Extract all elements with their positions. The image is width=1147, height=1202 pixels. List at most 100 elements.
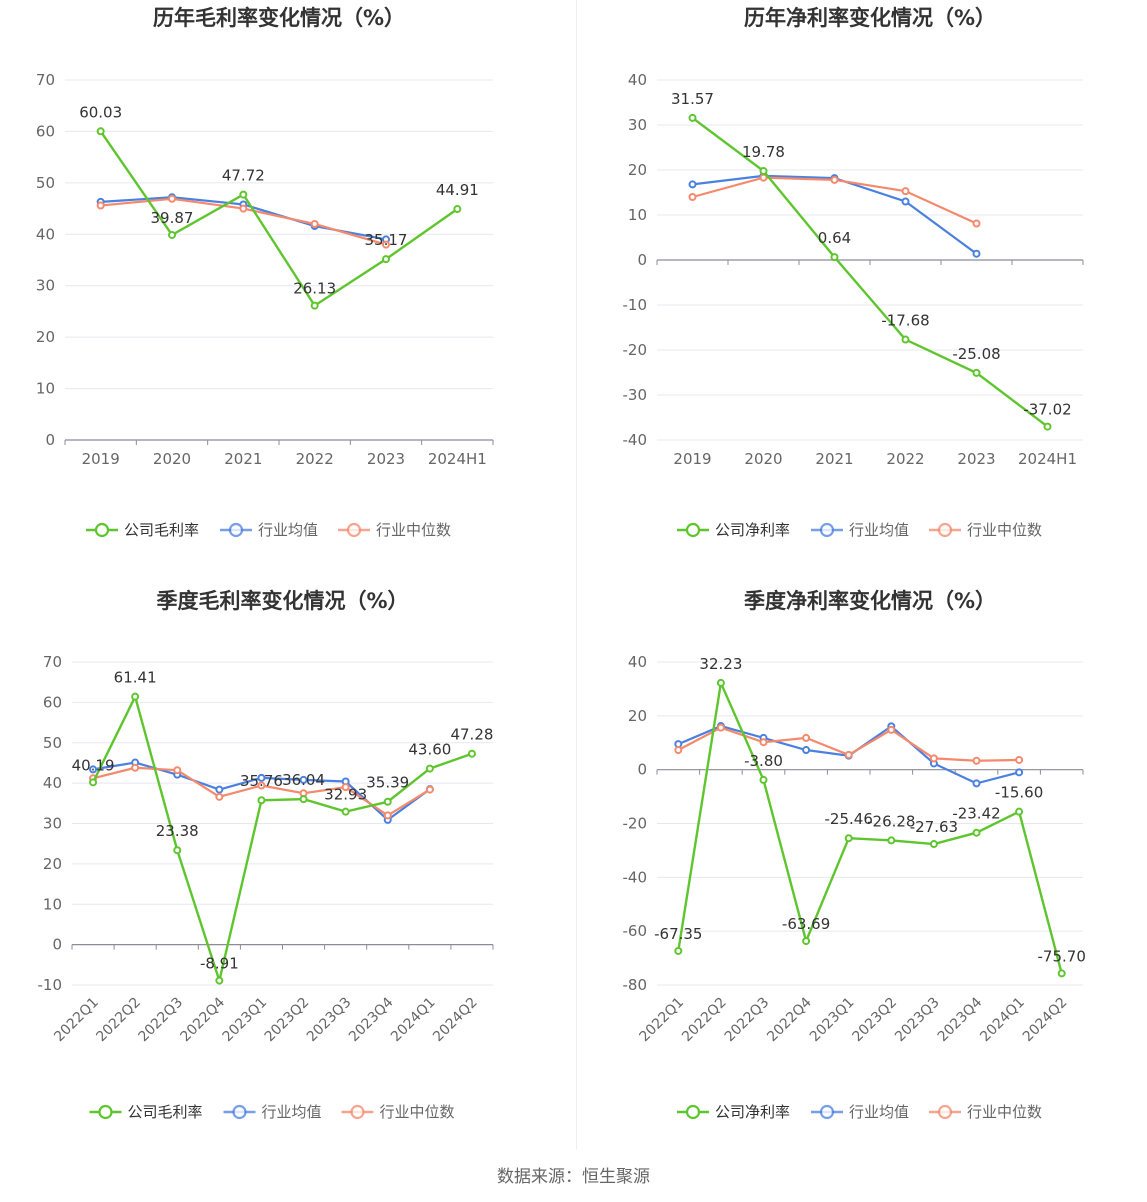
legend-swatch-marker — [94, 522, 110, 538]
x-tick-label: 2022Q3 — [722, 995, 773, 1046]
data-point-industry_avg — [215, 785, 224, 794]
data-point-industry_median — [830, 175, 839, 184]
data-label: 44.91 — [436, 181, 479, 199]
legend-swatch-marker — [346, 522, 362, 538]
series-line-company — [99, 130, 459, 308]
data-point-industry_median — [901, 187, 910, 196]
data-point-industry_median — [1015, 755, 1024, 764]
data-label: 60.03 — [79, 103, 122, 121]
data-label: 32.93 — [324, 786, 367, 804]
x-tick-label: 2024H1 — [1018, 450, 1077, 468]
data-label: -27.63 — [910, 818, 958, 836]
chart-title: 历年净利率变化情况（%） — [744, 6, 996, 30]
y-tick-label: 60 — [36, 122, 55, 140]
legend-label: 行业中位数 — [967, 1103, 1042, 1121]
data-point-company — [759, 775, 768, 784]
data-point-industry_median — [239, 204, 248, 213]
legend-label: 行业均值 — [258, 521, 318, 539]
data-point-industry_avg — [688, 180, 697, 189]
legend-swatch-marker — [819, 1104, 835, 1120]
y-tick-label: 0 — [52, 936, 62, 954]
data-point-company — [382, 255, 390, 264]
x-tick-label: 2023 — [957, 450, 995, 468]
x-tick-label: 2019 — [82, 450, 120, 468]
y-tick-label: 40 — [628, 71, 647, 89]
y-tick-label: -10 — [623, 296, 648, 314]
data-label: -75.70 — [1038, 947, 1086, 965]
y-tick-label: 40 — [36, 225, 55, 243]
data-point-company — [96, 127, 105, 136]
legend-label: 公司毛利率 — [124, 521, 199, 539]
chart-title: 季度毛利率变化情况（%） — [156, 589, 408, 613]
x-tick-label: 2022Q4 — [764, 994, 815, 1045]
data-point-industry_median — [425, 785, 434, 794]
data-label: 26.13 — [293, 280, 336, 298]
legend-label: 公司净利率 — [715, 521, 790, 539]
data-point-company — [972, 368, 981, 377]
legend-swatch-marker — [937, 522, 953, 538]
x-tick-label: 2022 — [886, 450, 924, 468]
y-tick-label: -20 — [623, 341, 648, 359]
data-point-company — [383, 797, 392, 806]
y-tick-label: 0 — [45, 431, 55, 449]
x-tick-label: 2023Q1 — [807, 995, 858, 1046]
data-point-industry_median — [802, 733, 811, 742]
series-line-industry_median — [692, 176, 977, 225]
legend-label: 行业均值 — [262, 1103, 322, 1121]
x-tick-label: 2022Q4 — [178, 994, 229, 1045]
data-point-company — [716, 678, 725, 687]
data-point-company — [1015, 807, 1024, 816]
x-tick-label: 2024Q1 — [388, 995, 439, 1046]
data-point-company — [802, 937, 811, 946]
y-tick-label: 50 — [43, 734, 62, 752]
y-tick-label: 0 — [637, 251, 647, 269]
data-label: -17.68 — [881, 312, 929, 330]
x-tick-label: 2024H1 — [428, 450, 487, 468]
data-label: -67.35 — [654, 925, 702, 943]
data-label: -26.28 — [867, 812, 915, 830]
y-tick-label: 30 — [628, 116, 647, 134]
series-line-company — [691, 116, 1049, 428]
legend-swatch-marker — [937, 1104, 953, 1120]
x-tick-label: 2023Q2 — [262, 995, 313, 1046]
data-point-industry_median — [972, 219, 981, 228]
legend-swatch-marker — [819, 522, 835, 538]
x-tick-label: 2023Q1 — [220, 995, 271, 1046]
data-point-industry_median — [341, 783, 350, 792]
data-label: 40.19 — [72, 756, 115, 774]
legend-label: 行业均值 — [849, 1103, 909, 1121]
data-point-company — [173, 846, 182, 855]
data-point-company — [688, 113, 697, 122]
data-label: 39.87 — [151, 209, 194, 227]
data-label: 36.04 — [282, 771, 325, 789]
y-tick-label: 40 — [43, 774, 62, 792]
data-point-industry_median — [257, 781, 266, 790]
data-point-company — [341, 807, 350, 816]
series-line-company — [677, 678, 1063, 974]
data-point-industry_avg — [972, 779, 981, 788]
y-tick-label: 20 — [43, 855, 62, 873]
data-point-company — [1043, 422, 1052, 431]
data-point-industry_median — [96, 201, 105, 210]
chart-panel-3: 季度毛利率变化情况（%）-100102030405060702022Q12022… — [38, 589, 494, 1121]
series-line-company — [91, 693, 473, 986]
data-point-company — [168, 230, 176, 239]
x-tick-label: 2021 — [815, 450, 853, 468]
data-label: 47.28 — [450, 726, 493, 744]
data-point-company — [901, 335, 910, 344]
data-point-industry_avg — [802, 746, 811, 755]
data-point-industry_median — [972, 756, 981, 765]
data-point-industry_median — [887, 725, 896, 734]
legend-label: 行业中位数 — [376, 521, 451, 539]
legend-swatch-marker — [232, 1104, 247, 1120]
data-point-company — [972, 828, 981, 837]
data-point-industry_median — [759, 738, 768, 747]
data-point-industry_median — [383, 811, 392, 820]
y-tick-label: 10 — [628, 206, 647, 224]
y-tick-label: 30 — [36, 277, 55, 295]
data-point-company — [215, 976, 224, 985]
data-label: -37.02 — [1023, 401, 1071, 419]
data-point-company — [131, 692, 140, 701]
data-point-industry_median — [215, 792, 224, 801]
legend-swatch-marker — [98, 1104, 113, 1120]
